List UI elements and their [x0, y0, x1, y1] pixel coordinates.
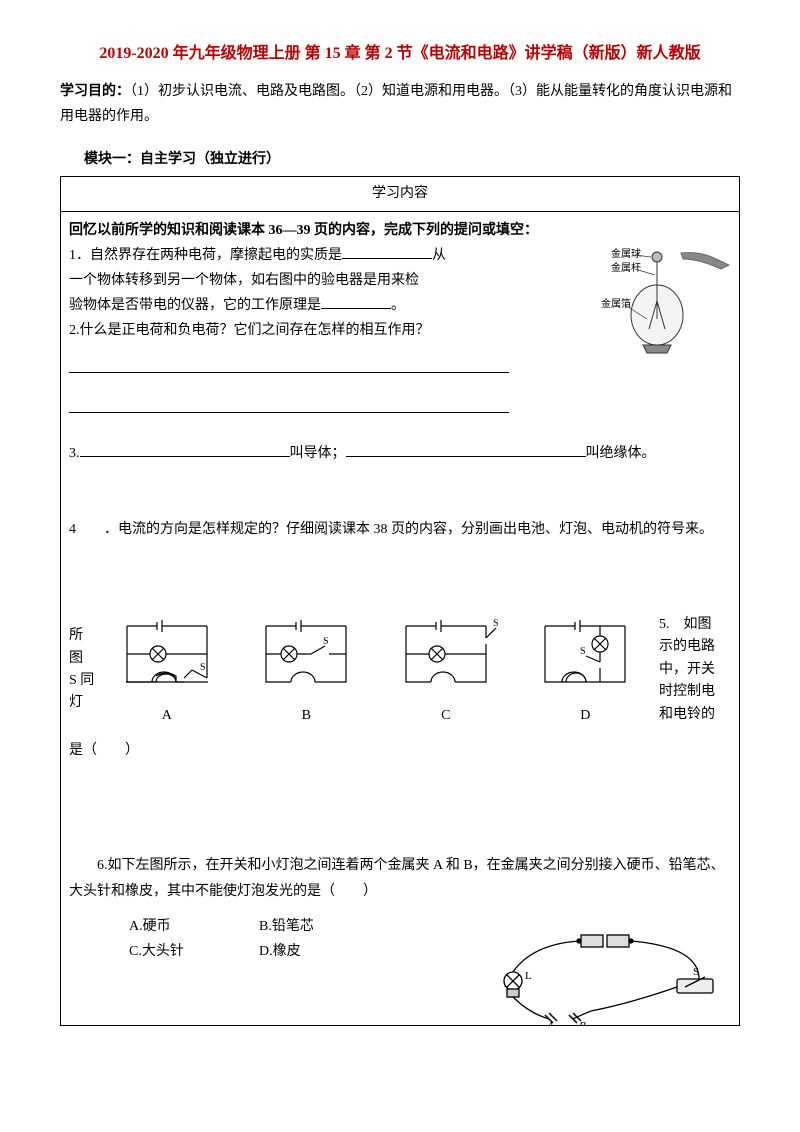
learning-objectives: 学习目的：（1）初步认识电流、电路及电路图。（2）知道电源和用电器。（3）能从能… — [60, 79, 740, 129]
q5-left-text: 所 图 S 同 灯 — [69, 625, 97, 715]
label-c: C — [391, 703, 501, 728]
q3: 3.叫导体；叫绝缘体。 — [69, 441, 731, 466]
opt-a: A.硬币 — [129, 914, 259, 939]
svg-text:S: S — [580, 646, 586, 657]
q6: 6.如下左图所示，在开关和小灯泡之间连着两个金属夹 A 和 B，在金属夹之间分别… — [69, 853, 731, 903]
blank-q1-2[interactable] — [321, 295, 391, 309]
label-d: D — [530, 703, 640, 728]
label-ball: 金属球 — [611, 247, 641, 260]
label-rod: 金属杆 — [611, 261, 641, 274]
q5-right-text: 5. 如图 示的电路 中，开关 时控制电 和电铃的 — [655, 614, 731, 726]
blank-q1-1[interactable] — [342, 245, 432, 259]
label-b: B — [251, 703, 361, 728]
opt-b: B.铅笔芯 — [259, 914, 389, 939]
opt-d: D.橡皮 — [259, 939, 389, 964]
frame-header: 学习内容 — [61, 177, 739, 211]
q5-tail: 是（ ） — [69, 738, 731, 763]
svg-text:S: S — [493, 618, 499, 629]
module-1-header: 模块一：自主学习（独立进行） — [84, 147, 740, 172]
review-prompt: 回忆以前所学的知识和阅读课本 36—39 页的内容，完成下列的提问或填空： — [69, 218, 731, 243]
svg-text:S: S — [693, 966, 699, 978]
q4: 4 ．电流的方向是怎样规定的？仔细阅读课本 38 页的内容，分别画出电池、灯泡、… — [69, 517, 731, 542]
content-frame: 学习内容 回忆以前所学的知识和阅读课本 36—39 页的内容，完成下列的提问或填… — [60, 176, 740, 1026]
electroscope-figure: 金属球 金属杆 金属箔 — [581, 245, 731, 359]
blank-q3-1[interactable] — [80, 443, 290, 457]
objectives-label: 学习目的： — [60, 84, 130, 99]
circuit-d: S D — [530, 612, 640, 728]
svg-text:B: B — [579, 1020, 586, 1025]
frame-body: 回忆以前所学的知识和阅读课本 36—39 页的内容，完成下列的提问或填空： 金属… — [61, 212, 739, 971]
circuit-diagrams-row: 所 图 S 同 灯 — [69, 612, 731, 728]
svg-text:S: S — [200, 662, 206, 673]
objectives-text: （1）初步认识电流、电路及电路图。（2）知道电源和用电器。（3）能从能量转化的角… — [60, 84, 732, 124]
svg-text:S: S — [323, 636, 329, 647]
svg-text:A: A — [546, 1020, 554, 1025]
circuit-a: S A — [112, 612, 222, 728]
opt-c: C.大头针 — [129, 939, 259, 964]
blank-q2-1[interactable] — [69, 351, 509, 373]
label-a: A — [112, 703, 222, 728]
circuit-c: S C — [391, 612, 501, 728]
label-foil: 金属箔 — [601, 297, 631, 310]
q6-circuit-figure: S L A B — [471, 929, 731, 1025]
document-title: 2019-2020 年九年级物理上册 第 15 章 第 2 节《电流和电路》讲学… — [60, 40, 740, 69]
blank-q2-2[interactable] — [69, 391, 509, 413]
circuit-b: S B — [251, 612, 361, 728]
blank-q3-2[interactable] — [346, 443, 586, 457]
svg-text:L: L — [525, 970, 532, 982]
